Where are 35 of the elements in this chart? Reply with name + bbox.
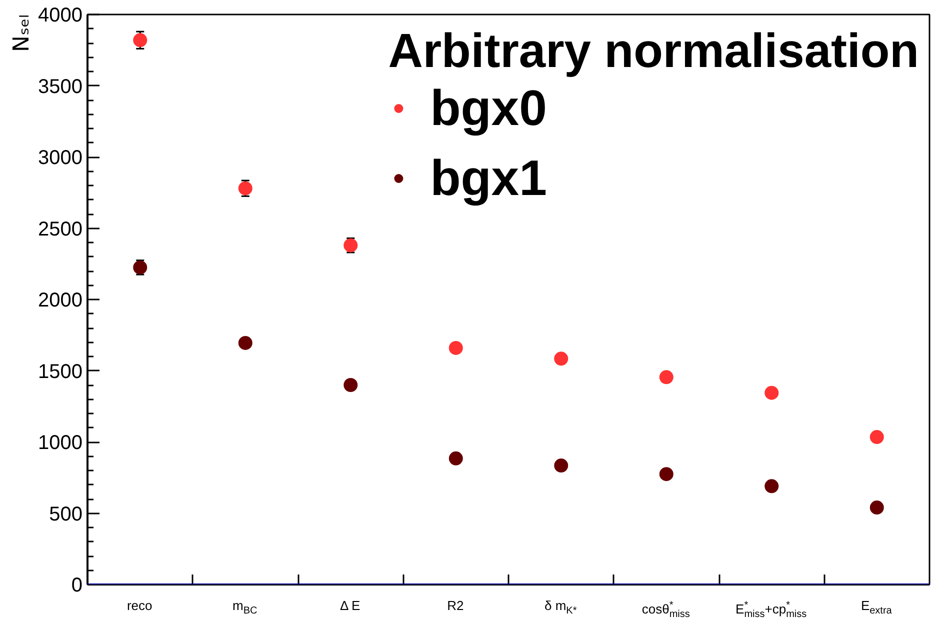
point xyxy=(344,238,358,252)
y-tick-label: 500 xyxy=(49,503,83,526)
x-tick-label: Δ E xyxy=(340,598,360,613)
y-tick-label: 0 xyxy=(71,574,82,596)
legend-label: bgx1 xyxy=(430,149,547,207)
point xyxy=(238,336,252,350)
legend-label: bgx0 xyxy=(430,79,547,137)
point xyxy=(344,378,358,392)
legend-title: Arbitrary normalisation xyxy=(388,24,919,79)
point xyxy=(448,340,463,355)
y-tick-label: 2000 xyxy=(38,290,83,312)
x-tick-label: δ m$_{K*}$ xyxy=(544,598,577,619)
point xyxy=(764,386,779,400)
point xyxy=(870,500,884,515)
point xyxy=(659,467,674,482)
y-tick-label: 1000 xyxy=(38,432,83,454)
point xyxy=(133,260,148,274)
x-tick-label: E$_{extra}$ xyxy=(860,598,892,619)
x-tick-label: reco xyxy=(126,598,152,613)
x-tick-label: R2 xyxy=(447,598,464,613)
y-tick-label: 4000 xyxy=(38,4,83,26)
x-tick-label: m$_{BC}$ xyxy=(232,598,258,619)
point xyxy=(659,370,674,384)
point xyxy=(870,430,884,444)
y-tick-label: 1500 xyxy=(38,360,83,383)
y-axis-title: Nₛₑₗ xyxy=(10,14,34,52)
point xyxy=(554,458,568,472)
point xyxy=(448,451,463,466)
point xyxy=(238,181,252,196)
y-tick-label: 3500 xyxy=(38,76,83,98)
y-tick-label: 3000 xyxy=(38,147,83,169)
point xyxy=(133,33,148,48)
point xyxy=(554,352,568,366)
point xyxy=(764,479,779,494)
y-tick-label: 2500 xyxy=(38,218,83,240)
